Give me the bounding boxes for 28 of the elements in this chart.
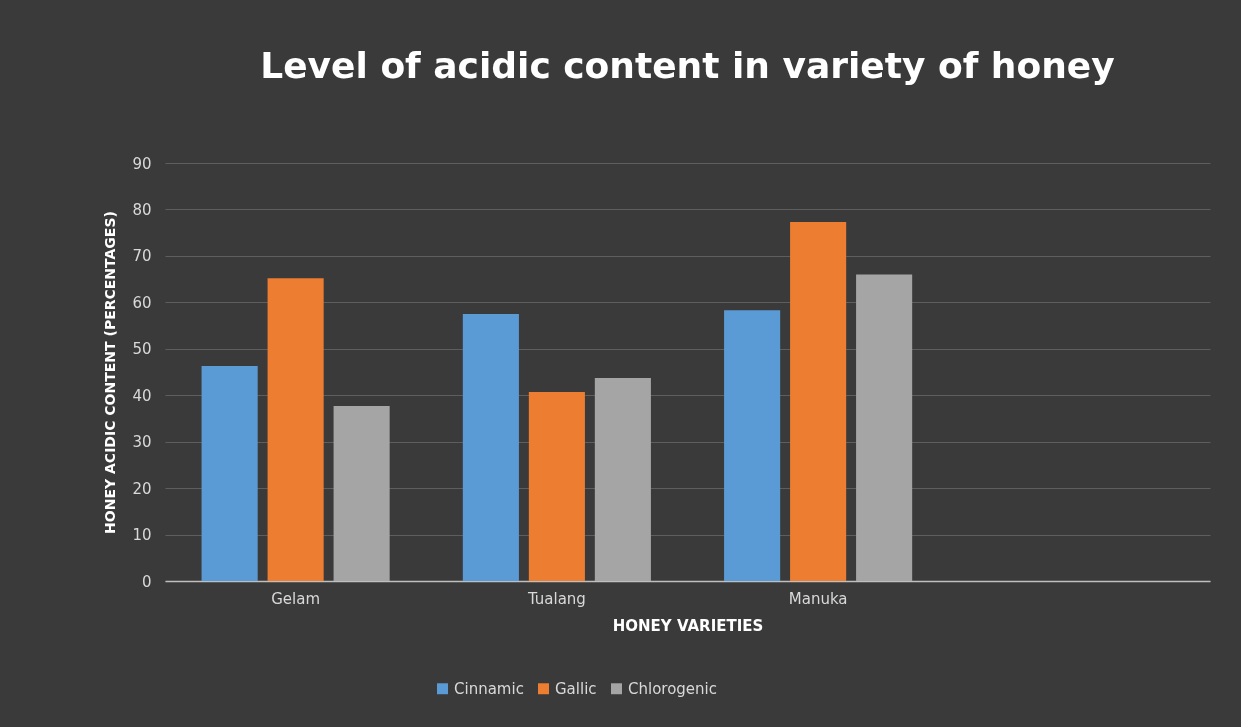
chart-title: Level of acidic content in variety of honey bbox=[260, 45, 1115, 86]
bar bbox=[790, 221, 847, 581]
legend-label: Gallic bbox=[555, 679, 597, 698]
y-axis-title: HONEY ACIDIC CONTENT (PERCENTAGES) bbox=[102, 211, 119, 534]
bar bbox=[462, 313, 519, 581]
y-tick-label: 60 bbox=[132, 293, 152, 312]
x-tick-label: Tualang bbox=[526, 589, 586, 608]
legend-label: Chlorogenic bbox=[628, 679, 718, 698]
y-tick-label: 90 bbox=[132, 154, 152, 173]
bar bbox=[528, 391, 585, 581]
y-tick-label: 50 bbox=[132, 340, 152, 359]
x-axis-title: HONEY VARIETIES bbox=[612, 616, 764, 635]
bar bbox=[594, 378, 651, 581]
bar bbox=[201, 365, 258, 581]
y-tick-label: 20 bbox=[132, 479, 152, 498]
bar bbox=[267, 278, 324, 581]
legend-label: Cinnamic bbox=[454, 679, 524, 698]
bar bbox=[333, 405, 390, 581]
y-tick-label: 0 bbox=[141, 572, 152, 591]
y-tick-label: 70 bbox=[132, 247, 152, 266]
y-tick-label: 30 bbox=[132, 433, 152, 452]
x-tick-label: Gelam bbox=[271, 589, 321, 608]
bar bbox=[724, 310, 781, 581]
y-tick-label: 40 bbox=[132, 386, 152, 405]
bar bbox=[856, 274, 913, 581]
y-tick-label: 10 bbox=[132, 526, 152, 545]
y-tick-label: 80 bbox=[132, 200, 152, 219]
x-tick-label: Manuka bbox=[788, 589, 848, 608]
